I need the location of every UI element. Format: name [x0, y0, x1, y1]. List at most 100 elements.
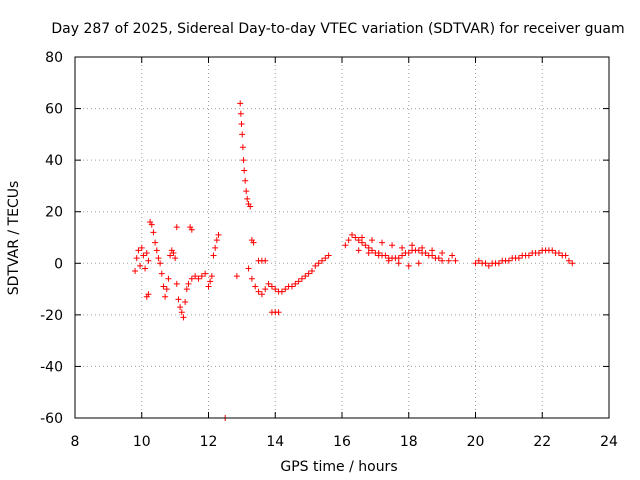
data-point — [153, 247, 160, 254]
data-point — [165, 275, 172, 282]
data-point — [405, 249, 412, 256]
data-point — [183, 286, 190, 293]
data-point — [145, 291, 152, 298]
data-point — [308, 268, 315, 275]
data-point — [345, 237, 352, 244]
data-point — [241, 167, 248, 174]
y-axis-label: SDTVAR / TECUs — [6, 181, 22, 296]
data-point — [167, 252, 174, 259]
data-point — [365, 249, 372, 256]
data-point — [315, 260, 322, 267]
data-point — [268, 283, 275, 290]
data-point — [198, 273, 205, 280]
data-point — [452, 257, 459, 264]
data-point — [133, 255, 140, 262]
data-point — [395, 260, 402, 267]
y-tick-label: -20 — [40, 308, 63, 324]
x-tick-label: 12 — [200, 434, 218, 450]
data-point — [395, 255, 402, 262]
data-point — [215, 231, 222, 238]
data-point — [163, 286, 170, 293]
data-point — [208, 273, 215, 280]
data-point — [555, 249, 562, 256]
x-tick-label: 18 — [400, 434, 418, 450]
data-point — [295, 278, 302, 285]
data-point — [265, 280, 272, 287]
data-point — [415, 247, 422, 254]
data-point — [185, 280, 192, 287]
data-point — [137, 262, 144, 269]
data-point — [362, 242, 369, 249]
data-point — [485, 262, 492, 269]
data-point — [255, 288, 262, 295]
data-point — [205, 283, 212, 290]
data-point — [237, 100, 244, 107]
data-point — [278, 288, 285, 295]
data-point — [375, 252, 382, 259]
data-point — [505, 257, 512, 264]
y-tick-label: 0 — [54, 256, 63, 272]
data-point — [212, 244, 219, 251]
data-point — [298, 275, 305, 282]
data-point — [429, 247, 436, 254]
data-point — [302, 273, 309, 280]
y-tick-label: -40 — [40, 359, 63, 375]
data-point — [429, 252, 436, 259]
data-point — [173, 280, 180, 287]
x-tick-label: 14 — [266, 434, 284, 450]
data-point — [292, 280, 299, 287]
data-point — [439, 257, 446, 264]
data-point — [322, 255, 329, 262]
data-point — [242, 177, 249, 184]
data-point — [177, 304, 184, 311]
data-point — [145, 257, 152, 264]
data-point — [150, 229, 157, 236]
data-point — [359, 234, 366, 241]
data-point — [525, 252, 532, 259]
data-point — [382, 252, 389, 259]
data-point — [132, 268, 139, 275]
data-series — [132, 100, 576, 421]
y-tick-label: 40 — [45, 153, 63, 169]
data-point — [252, 283, 259, 290]
data-point — [188, 275, 195, 282]
data-point — [445, 257, 452, 264]
data-point — [282, 286, 289, 293]
data-point — [142, 265, 149, 272]
data-point — [399, 252, 406, 259]
x-tick-label: 8 — [71, 434, 80, 450]
data-point — [207, 278, 214, 285]
data-point — [272, 286, 279, 293]
data-point — [405, 262, 412, 269]
data-point — [472, 260, 479, 267]
data-point — [178, 309, 185, 316]
data-point — [419, 244, 426, 251]
data-point — [160, 283, 167, 290]
data-point — [244, 195, 251, 202]
data-point — [250, 239, 257, 246]
data-point — [173, 224, 180, 231]
x-tick-label: 16 — [333, 434, 351, 450]
data-point — [355, 237, 362, 244]
data-point — [569, 260, 576, 267]
data-point — [245, 265, 252, 272]
data-point — [482, 260, 489, 267]
x-tick-label: 22 — [533, 434, 551, 450]
data-point — [143, 249, 150, 256]
data-point — [475, 257, 482, 264]
data-point — [195, 275, 202, 282]
data-point — [152, 239, 159, 246]
data-point — [238, 121, 245, 128]
data-point — [439, 249, 446, 256]
data-point — [369, 237, 376, 244]
y-tick-label: -60 — [40, 411, 63, 427]
data-point — [180, 314, 187, 321]
data-point — [288, 283, 295, 290]
data-point — [162, 293, 169, 300]
data-point — [258, 291, 265, 298]
data-point — [325, 252, 332, 259]
data-point — [352, 234, 359, 241]
axis-ticks — [74, 56, 610, 419]
data-point — [240, 157, 247, 164]
